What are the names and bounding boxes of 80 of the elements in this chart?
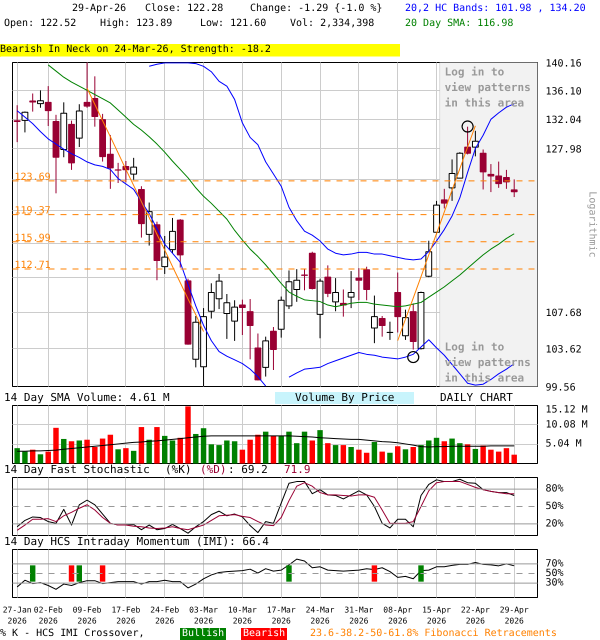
- line-series: [16, 558, 515, 590]
- candlestick: [130, 157, 138, 180]
- y-tick-label: 50%: [546, 501, 564, 512]
- chart-title: Bearish In Neck on 24-Mar-26, Strength: -18.2: [0, 44, 400, 57]
- y-tick-label: 15.12 M: [546, 404, 588, 416]
- candlestick: [14, 104, 21, 143]
- text: Bearish: [241, 628, 288, 640]
- candlestick: [29, 92, 36, 112]
- text: Open: 122.52: [4, 18, 76, 30]
- x-tick-label: 24-Mar 2026: [306, 606, 335, 626]
- y-tick-label: 50%: [546, 568, 564, 579]
- x-tick-label: 22-Apr 2026: [460, 606, 490, 626]
- x-tick-label: 15-Apr 2026: [422, 606, 452, 626]
- candlestick: [480, 149, 487, 190]
- candlestick: [169, 217, 176, 254]
- y-tick-label: 20%: [546, 518, 564, 530]
- text: Low: 121.60: [200, 18, 266, 30]
- candlestick: [386, 321, 394, 340]
- text: % K - HCS IMI Crossover,: [0, 628, 144, 640]
- candlestick: [161, 235, 168, 274]
- x-tick-label: 09-Feb 2026: [72, 606, 102, 626]
- annotation: : 69.2: [228, 463, 268, 476]
- candlestick: [37, 90, 44, 108]
- y-tick-label: 136.10: [546, 86, 582, 98]
- y-tick-label: 99.56: [546, 382, 576, 394]
- ref-line-label: 112.71: [14, 260, 51, 271]
- x-tick-label: 31-Mar 2026: [344, 606, 374, 626]
- text: Vol: 2,334,398: [290, 18, 374, 30]
- text: Volume By Price: [275, 391, 414, 404]
- candlestick: [510, 178, 518, 198]
- text: 29-Apr-26: [72, 3, 126, 15]
- chart-title: 14 Day Fast Stochastic: [4, 463, 150, 476]
- ref-line-label: 119.37: [14, 206, 51, 217]
- candlestick: [370, 295, 378, 344]
- candlestick: [238, 299, 246, 336]
- text: Close: 122.28: [145, 3, 224, 15]
- candlestick: [348, 270, 355, 309]
- candlestick: [44, 86, 52, 127]
- y-tick-label: 10.08 M: [546, 419, 588, 430]
- x-tick-label: 17-Mar 2026: [266, 606, 296, 626]
- text: Change: -1.29 {-1.0 %}: [250, 3, 382, 15]
- chart-title: 14 Day SMA Volume: 4.61 M: [4, 391, 170, 404]
- candlestick: [472, 130, 479, 157]
- x-tick-label: 27-Jan 2026: [2, 606, 32, 626]
- x-tick-label: 02-Feb 2026: [34, 606, 63, 626]
- x-tick-label: 08-Apr 2026: [383, 606, 412, 626]
- y-tick-label: 80%: [546, 484, 564, 495]
- text: High: 123.89: [100, 18, 172, 30]
- y-tick-label: 132.04: [546, 115, 582, 126]
- text: (%D): [200, 463, 226, 476]
- candlestick: [402, 309, 409, 340]
- x-tick-label: 03-Mar 2026: [189, 606, 218, 626]
- y-tick-label: 103.62: [546, 344, 582, 356]
- text: 23.6-38.2-50-61.8% Fibonacci Retracements: [310, 628, 557, 640]
- x-tick-label: 24-Feb 2026: [150, 606, 180, 626]
- ref-line-label: 115.99: [14, 232, 51, 244]
- x-tick-label: 17-Feb 2026: [111, 606, 141, 626]
- y-tick-label: 127.98: [546, 144, 582, 156]
- y-tick-label: 70%: [546, 558, 564, 570]
- text: Bullish: [180, 628, 226, 640]
- candlestick: [332, 278, 339, 312]
- x-tick-label: 10-Mar 2026: [228, 606, 258, 626]
- x-tick-label: 29-Apr 2026: [500, 606, 529, 626]
- y-axis-title: Logarithmic: [586, 191, 598, 258]
- ref-line-label: 123.69: [14, 172, 51, 183]
- text: 20 Day SMA: 116.98: [405, 18, 514, 30]
- annotation: Log in to view patterns in this area: [444, 66, 531, 110]
- y-tick-label: 30%: [546, 578, 564, 589]
- candlestick: [378, 316, 386, 338]
- candlestick: [324, 264, 332, 298]
- text: (%K): [165, 463, 192, 476]
- y-tick-label: 5.04 M: [546, 438, 582, 450]
- text: 20,2 HC Bands: 101.98 , 134.20: [405, 3, 586, 15]
- candlestick: [270, 326, 277, 370]
- text: DAILY CHART: [440, 391, 513, 404]
- y-tick-label: 140.16: [546, 58, 582, 70]
- candlestick: [246, 298, 254, 360]
- y-tick-label: 107.68: [546, 308, 582, 320]
- annotation: 71.9: [284, 463, 310, 476]
- chart-title: 14 Day HCS Intraday Momentum (IMI): 66.4: [4, 535, 269, 548]
